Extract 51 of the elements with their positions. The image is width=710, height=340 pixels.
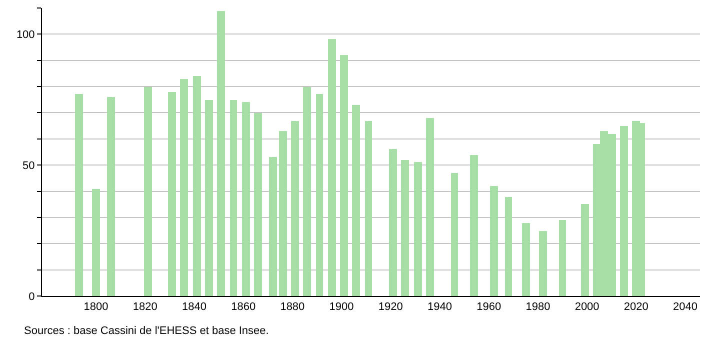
bar (75, 94, 83, 296)
bar (414, 162, 422, 296)
source-note: Sources : base Cassini de l'EHESS et base Insee. (24, 325, 269, 337)
x-tick-label: 2040 (673, 301, 698, 314)
y-tick-label: 100 (16, 29, 35, 42)
bar (279, 131, 287, 296)
bar (365, 121, 372, 296)
bar (168, 92, 176, 296)
bar (340, 55, 348, 296)
bar (581, 204, 589, 296)
bar (92, 189, 100, 296)
bar (505, 197, 512, 296)
bar (144, 87, 152, 296)
x-tick-label: 1980 (526, 301, 550, 314)
x-tick-label: 2020 (624, 301, 648, 314)
bar (180, 79, 188, 296)
bar (230, 100, 237, 296)
bar (193, 76, 201, 296)
x-tick-label: 1900 (329, 301, 354, 314)
x-tick-label: 1820 (132, 301, 158, 314)
bar (107, 97, 115, 296)
bar (316, 94, 323, 296)
x-tick-label: 1840 (182, 301, 206, 314)
bar (620, 126, 628, 296)
x-tick-label: 1920 (378, 301, 403, 314)
bar (254, 113, 262, 296)
y-tick-label: 50 (22, 160, 35, 172)
bar (205, 100, 213, 296)
bar (328, 39, 336, 296)
x-tick-label: 1880 (280, 301, 305, 314)
bar (217, 11, 225, 296)
bar (352, 105, 360, 296)
bar (269, 157, 277, 296)
bar (401, 160, 409, 296)
bar (389, 149, 397, 296)
bar (242, 102, 250, 296)
bar (559, 220, 566, 296)
bar (451, 173, 458, 296)
bar (291, 121, 299, 296)
bar (539, 231, 547, 296)
bar (426, 118, 434, 296)
x-tick-label: 1940 (428, 301, 452, 314)
y-tick-label: 0 (28, 290, 35, 303)
x-tick-label: 1800 (84, 301, 108, 314)
bar (470, 155, 478, 296)
x-tick-label: 1960 (476, 301, 502, 314)
x-tick-label: 2000 (574, 301, 600, 314)
x-tick-label: 1860 (231, 301, 256, 314)
bar (490, 186, 498, 296)
bar (522, 223, 530, 296)
bar (303, 87, 311, 296)
